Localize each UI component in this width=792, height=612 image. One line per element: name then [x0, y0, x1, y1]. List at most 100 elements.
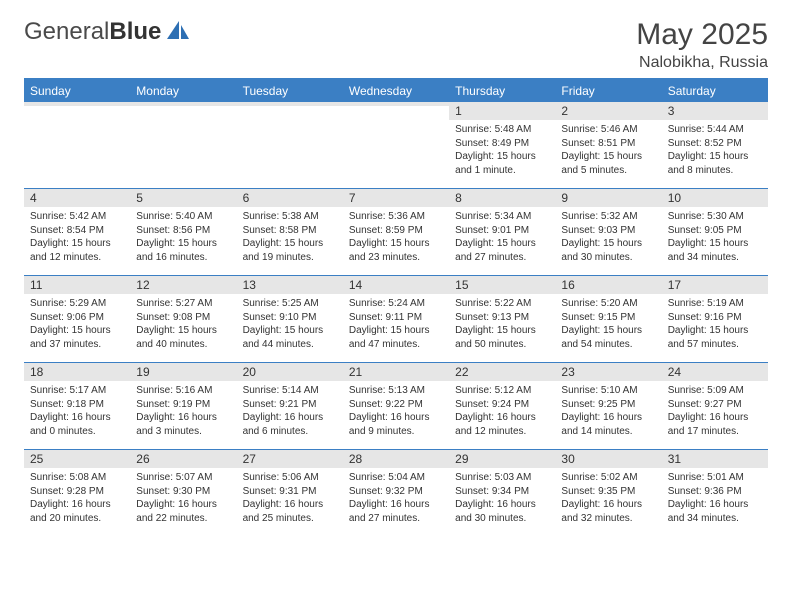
day-info: Sunrise: 5:03 AMSunset: 9:34 PMDaylight:… [449, 468, 555, 529]
day-number: 9 [555, 189, 661, 207]
sunrise-text: Sunrise: 5:08 AM [30, 471, 124, 485]
sunset-text: Sunset: 9:32 PM [349, 485, 443, 499]
daylight-text: Daylight: 15 hours and 34 minutes. [668, 237, 762, 264]
sunrise-text: Sunrise: 5:32 AM [561, 210, 655, 224]
day-info: Sunrise: 5:20 AMSunset: 9:15 PMDaylight:… [555, 294, 661, 355]
day-number [130, 102, 236, 106]
day-info: Sunrise: 5:25 AMSunset: 9:10 PMDaylight:… [237, 294, 343, 355]
sunrise-text: Sunrise: 5:38 AM [243, 210, 337, 224]
sunset-text: Sunset: 9:13 PM [455, 311, 549, 325]
daylight-text: Daylight: 16 hours and 30 minutes. [455, 498, 549, 525]
calendar-day: 13Sunrise: 5:25 AMSunset: 9:10 PMDayligh… [237, 276, 343, 362]
page-title: May 2025 [636, 18, 768, 52]
day-number: 31 [662, 450, 768, 468]
calendar-day: 29Sunrise: 5:03 AMSunset: 9:34 PMDayligh… [449, 450, 555, 536]
sunrise-text: Sunrise: 5:36 AM [349, 210, 443, 224]
day-number: 5 [130, 189, 236, 207]
location: Nalobikha, Russia [636, 54, 768, 72]
day-number: 6 [237, 189, 343, 207]
day-number: 7 [343, 189, 449, 207]
sunrise-text: Sunrise: 5:27 AM [136, 297, 230, 311]
sunset-text: Sunset: 8:58 PM [243, 224, 337, 238]
sunset-text: Sunset: 8:54 PM [30, 224, 124, 238]
day-number: 4 [24, 189, 130, 207]
day-info: Sunrise: 5:22 AMSunset: 9:13 PMDaylight:… [449, 294, 555, 355]
daylight-text: Daylight: 15 hours and 30 minutes. [561, 237, 655, 264]
calendar-day: 20Sunrise: 5:14 AMSunset: 9:21 PMDayligh… [237, 363, 343, 449]
daylight-text: Daylight: 16 hours and 25 minutes. [243, 498, 337, 525]
sunset-text: Sunset: 9:16 PM [668, 311, 762, 325]
calendar-day [343, 102, 449, 188]
sunrise-text: Sunrise: 5:29 AM [30, 297, 124, 311]
daylight-text: Daylight: 16 hours and 14 minutes. [561, 411, 655, 438]
day-number: 25 [24, 450, 130, 468]
sunrise-text: Sunrise: 5:40 AM [136, 210, 230, 224]
sunrise-text: Sunrise: 5:22 AM [455, 297, 549, 311]
day-info: Sunrise: 5:48 AMSunset: 8:49 PMDaylight:… [449, 120, 555, 181]
sunrise-text: Sunrise: 5:20 AM [561, 297, 655, 311]
daylight-text: Daylight: 15 hours and 23 minutes. [349, 237, 443, 264]
weekday-label: Tuesday [237, 80, 343, 102]
day-info: Sunrise: 5:27 AMSunset: 9:08 PMDaylight:… [130, 294, 236, 355]
calendar-day: 26Sunrise: 5:07 AMSunset: 9:30 PMDayligh… [130, 450, 236, 536]
sunset-text: Sunset: 9:24 PM [455, 398, 549, 412]
heading: May 2025 Nalobikha, Russia [636, 18, 768, 72]
sunset-text: Sunset: 9:19 PM [136, 398, 230, 412]
daylight-text: Daylight: 15 hours and 8 minutes. [668, 150, 762, 177]
sunset-text: Sunset: 9:18 PM [30, 398, 124, 412]
day-info: Sunrise: 5:32 AMSunset: 9:03 PMDaylight:… [555, 207, 661, 268]
calendar-day: 18Sunrise: 5:17 AMSunset: 9:18 PMDayligh… [24, 363, 130, 449]
daylight-text: Daylight: 16 hours and 9 minutes. [349, 411, 443, 438]
calendar-day: 30Sunrise: 5:02 AMSunset: 9:35 PMDayligh… [555, 450, 661, 536]
day-number: 26 [130, 450, 236, 468]
daylight-text: Daylight: 15 hours and 16 minutes. [136, 237, 230, 264]
logo-text-1: General [24, 18, 109, 45]
daylight-text: Daylight: 16 hours and 6 minutes. [243, 411, 337, 438]
daylight-text: Daylight: 16 hours and 27 minutes. [349, 498, 443, 525]
day-info: Sunrise: 5:36 AMSunset: 8:59 PMDaylight:… [343, 207, 449, 268]
weekday-label: Friday [555, 80, 661, 102]
day-number: 18 [24, 363, 130, 381]
sunrise-text: Sunrise: 5:19 AM [668, 297, 762, 311]
calendar-week: 18Sunrise: 5:17 AMSunset: 9:18 PMDayligh… [24, 362, 768, 449]
day-number: 22 [449, 363, 555, 381]
calendar-day: 28Sunrise: 5:04 AMSunset: 9:32 PMDayligh… [343, 450, 449, 536]
daylight-text: Daylight: 15 hours and 27 minutes. [455, 237, 549, 264]
weekday-header: Sunday Monday Tuesday Wednesday Thursday… [24, 80, 768, 102]
sunset-text: Sunset: 9:22 PM [349, 398, 443, 412]
sunset-text: Sunset: 9:21 PM [243, 398, 337, 412]
day-info: Sunrise: 5:08 AMSunset: 9:28 PMDaylight:… [24, 468, 130, 529]
daylight-text: Daylight: 15 hours and 50 minutes. [455, 324, 549, 351]
weekday-label: Thursday [449, 80, 555, 102]
sunset-text: Sunset: 8:56 PM [136, 224, 230, 238]
calendar-day: 19Sunrise: 5:16 AMSunset: 9:19 PMDayligh… [130, 363, 236, 449]
sunset-text: Sunset: 9:06 PM [30, 311, 124, 325]
daylight-text: Daylight: 15 hours and 44 minutes. [243, 324, 337, 351]
sunrise-text: Sunrise: 5:06 AM [243, 471, 337, 485]
calendar-day [24, 102, 130, 188]
calendar-day [130, 102, 236, 188]
sunrise-text: Sunrise: 5:34 AM [455, 210, 549, 224]
day-number: 10 [662, 189, 768, 207]
daylight-text: Daylight: 15 hours and 37 minutes. [30, 324, 124, 351]
day-number [343, 102, 449, 106]
sunset-text: Sunset: 9:11 PM [349, 311, 443, 325]
sunset-text: Sunset: 8:52 PM [668, 137, 762, 151]
day-info: Sunrise: 5:29 AMSunset: 9:06 PMDaylight:… [24, 294, 130, 355]
calendar-day: 5 Sunrise: 5:40 AMSunset: 8:56 PMDaylight… [130, 189, 236, 275]
day-info: Sunrise: 5:24 AMSunset: 9:11 PMDaylight:… [343, 294, 449, 355]
logo-text-2: Blue [109, 18, 161, 45]
calendar-day: 8Sunrise: 5:34 AMSunset: 9:01 PMDaylight… [449, 189, 555, 275]
sunset-text: Sunset: 9:31 PM [243, 485, 337, 499]
day-number [24, 102, 130, 106]
sunset-text: Sunset: 9:34 PM [455, 485, 549, 499]
calendar-day: 7Sunrise: 5:36 AMSunset: 8:59 PMDaylight… [343, 189, 449, 275]
sunset-text: Sunset: 9:27 PM [668, 398, 762, 412]
sunrise-text: Sunrise: 5:02 AM [561, 471, 655, 485]
calendar-day: 11Sunrise: 5:29 AMSunset: 9:06 PMDayligh… [24, 276, 130, 362]
daylight-text: Daylight: 15 hours and 12 minutes. [30, 237, 124, 264]
calendar-day: 17Sunrise: 5:19 AMSunset: 9:16 PMDayligh… [662, 276, 768, 362]
daylight-text: Daylight: 15 hours and 54 minutes. [561, 324, 655, 351]
daylight-text: Daylight: 15 hours and 1 minute. [455, 150, 549, 177]
day-info: Sunrise: 5:10 AMSunset: 9:25 PMDaylight:… [555, 381, 661, 442]
